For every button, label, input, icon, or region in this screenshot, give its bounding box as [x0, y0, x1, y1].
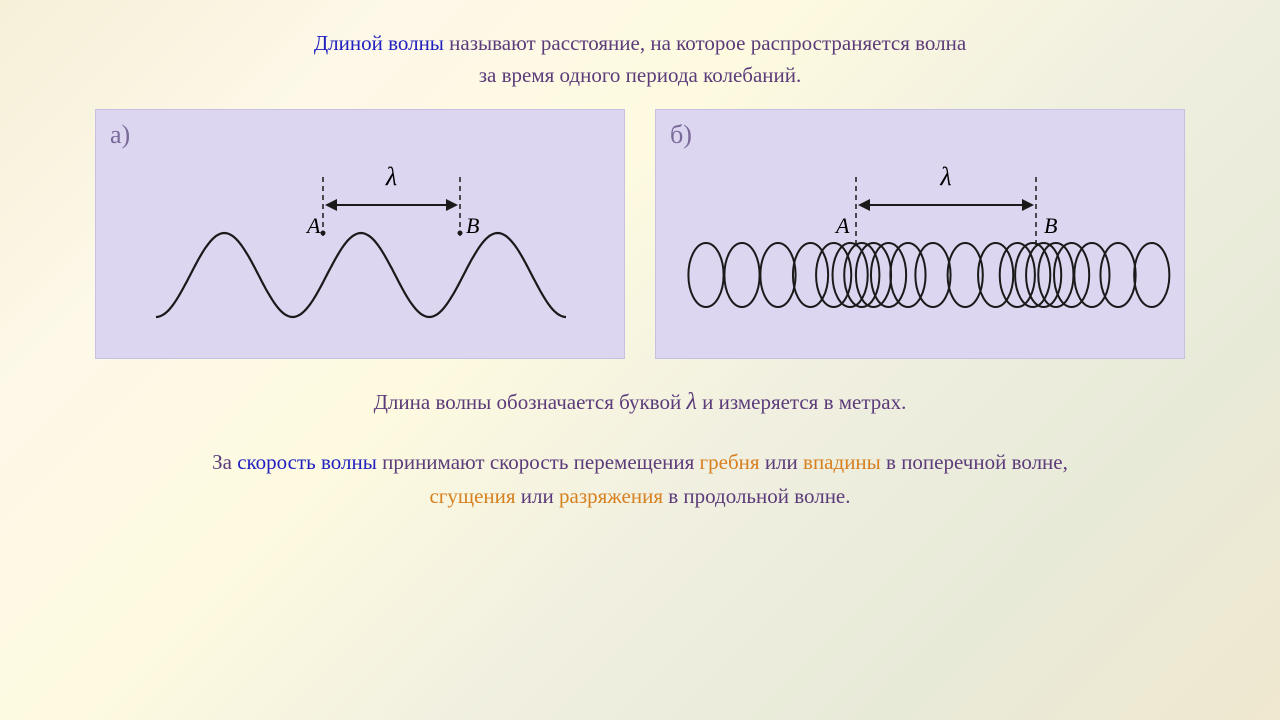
- compression-term: сгущения: [429, 484, 515, 508]
- svg-text:A: A: [305, 213, 321, 238]
- notation-lambda: λ: [686, 389, 696, 415]
- diagram-b-label: б): [670, 120, 692, 150]
- longitudinal-wave-diagram: λ A B: [656, 110, 1186, 360]
- diagram-a-box: а) λ A B: [95, 109, 625, 359]
- speed-mid3: в поперечной волне,: [881, 450, 1068, 474]
- speed-term: скорость волны: [237, 450, 377, 474]
- speed-mid2: или: [760, 450, 803, 474]
- notation-pre: Длина волны обозначается буквой: [374, 390, 687, 414]
- definition-term: Длиной волны: [314, 31, 444, 55]
- svg-text:λ: λ: [385, 162, 397, 191]
- trough-term: впадины: [803, 450, 881, 474]
- transverse-wave-diagram: λ A B: [96, 110, 626, 360]
- wavelength-definition: Длиной волны называют расстояние, на кот…: [50, 28, 1230, 91]
- notation-text: Длина волны обозначается буквой λ и изме…: [50, 389, 1230, 416]
- definition-text-2: за время одного периода колебаний.: [479, 63, 802, 87]
- rarefaction-term: разряжения: [559, 484, 663, 508]
- diagram-b-box: б) λ A B: [655, 109, 1185, 359]
- svg-text:A: A: [834, 213, 850, 238]
- speed-mid1: принимают скорость перемещения: [377, 450, 700, 474]
- speed-definition: За скорость волны принимают скорость пер…: [50, 446, 1230, 513]
- speed-mid5: в продольной волне.: [663, 484, 851, 508]
- svg-text:B: B: [466, 213, 479, 238]
- diagrams-row: а) λ A B б) λ A B: [50, 109, 1230, 359]
- speed-pre: За: [212, 450, 237, 474]
- diagram-a-label: а): [110, 120, 130, 150]
- definition-text-1: называют расстояние, на которое распрост…: [444, 31, 966, 55]
- speed-mid4: или: [516, 484, 559, 508]
- svg-text:B: B: [1044, 213, 1057, 238]
- crest-term: гребня: [700, 450, 760, 474]
- notation-post: и измеряется в метрах.: [697, 390, 907, 414]
- svg-text:λ: λ: [939, 162, 951, 191]
